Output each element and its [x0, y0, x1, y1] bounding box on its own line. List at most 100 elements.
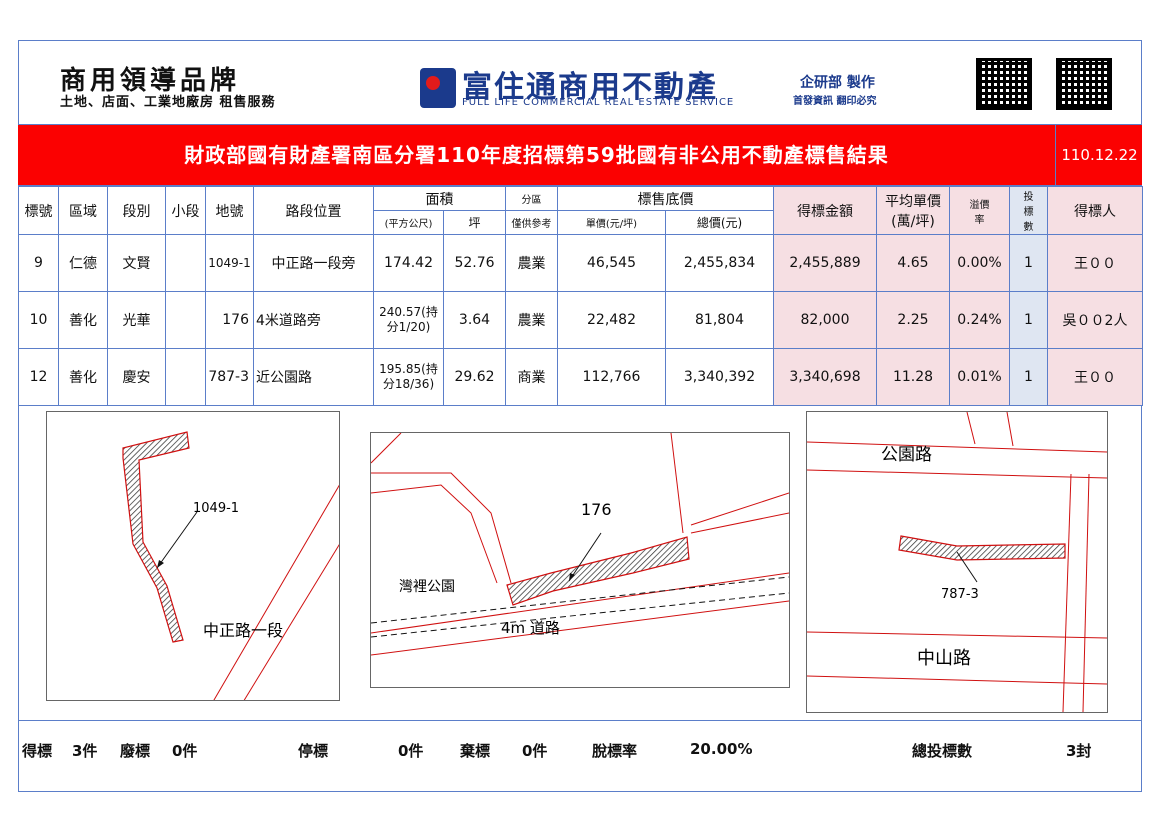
- header-avg-unit-unit: (萬/坪): [891, 213, 935, 230]
- banner-title: 財政部國有財產署南區分署110年度招標第59批國有非公用不動產標售結果: [184, 143, 889, 167]
- header-area-ping: 坪: [443, 210, 506, 235]
- cell-premium: 0.24%: [949, 291, 1010, 349]
- qr-code-icon: [1056, 58, 1112, 110]
- cell-no: 10: [18, 291, 59, 349]
- header-lot: 地號: [205, 186, 254, 235]
- header-zone-note: 僅供參考: [505, 210, 558, 235]
- table-row: 10 善化 光華 176 4米道路旁 240.57(持分1/20) 3.64 農…: [18, 291, 1143, 349]
- header-no: 標號: [18, 186, 59, 235]
- cell-area-m2: 240.57(持分1/20): [373, 291, 444, 349]
- header-avg-unit-label: 平均單價: [885, 193, 941, 210]
- cell-subsection: [165, 348, 206, 406]
- cell-section: 文賢: [107, 234, 166, 292]
- map-2-park-label: 灣裡公園: [399, 579, 455, 595]
- cell-area-ping: 52.76: [443, 234, 506, 292]
- cell-avg-unit: 2.25: [876, 291, 950, 349]
- cell-district: 善化: [58, 291, 108, 349]
- map-1-drawing: 1049-1 中正路一段: [122, 431, 339, 700]
- cell-area-m2: 195.85(持分18/36): [373, 348, 444, 406]
- cell-unit-price: 46,545: [557, 234, 666, 292]
- header-location: 路段位置: [253, 186, 374, 235]
- map-3-drawing: 公園路 787-3 中山路: [807, 412, 1107, 712]
- won-label: 得標: [22, 742, 53, 760]
- cell-bids: 1: [1009, 291, 1048, 349]
- map-3-top-road-label: 公園路: [881, 445, 932, 465]
- cell-location: 近公園路: [253, 348, 374, 406]
- cell-winner: 王００: [1047, 234, 1143, 292]
- map-3-bottom-road-label: 中山路: [917, 648, 971, 669]
- header-winning-amount: 得標金額: [773, 186, 877, 235]
- abandon-label: 棄標: [460, 742, 491, 760]
- map-2-road-label: 4m 道路: [501, 619, 560, 637]
- cell-section: 光華: [107, 291, 166, 349]
- map-1-lot-label: 1049-1: [193, 501, 239, 516]
- header-unit-price: 單價(元/坪): [557, 210, 666, 235]
- summary-footer: [18, 720, 1142, 781]
- cell-premium: 0.00%: [949, 234, 1010, 292]
- cell-winner: 王００: [1047, 348, 1143, 406]
- cell-avg-unit: 11.28: [876, 348, 950, 406]
- header-section: 段別: [107, 186, 166, 235]
- table-row: 9 仁德 文賢 1049-1 中正路一段旁 174.42 52.76 農業 46…: [18, 234, 1143, 292]
- header-base-price: 標售底價: [557, 186, 774, 211]
- results-table: 標號 區域 段別 小段 地號 路段位置 面積 分區 標售底價 得標金額 平均單價…: [18, 186, 1143, 406]
- cell-winning-amount: 2,455,889: [773, 234, 877, 292]
- fail-rate-value: 20.00%: [690, 740, 753, 758]
- header-zone: 分區: [505, 186, 558, 211]
- map-2-lot-label: 176: [581, 500, 612, 519]
- department-subtitle: 首發資訊 翻印必究: [793, 96, 877, 107]
- stop-value: 0件: [398, 742, 424, 760]
- cell-bids: 1: [1009, 348, 1048, 406]
- map-lot-176: 176 灣裡公園 4m 道路: [370, 432, 790, 688]
- cell-district: 善化: [58, 348, 108, 406]
- cell-premium: 0.01%: [949, 348, 1010, 406]
- cell-bids: 1: [1009, 234, 1048, 292]
- header-avg-unit: 平均單價 (萬/坪): [876, 186, 950, 235]
- header-total-price: 總價(元): [665, 210, 774, 235]
- void-value: 0件: [172, 742, 198, 760]
- header-bids: 投標數: [1009, 186, 1048, 235]
- stop-label: 停標: [298, 742, 329, 760]
- map-2-drawing: 176 灣裡公園 4m 道路: [371, 433, 789, 656]
- cell-winning-amount: 82,000: [773, 291, 877, 349]
- cell-unit-price: 22,482: [557, 291, 666, 349]
- company-logo-icon: [420, 68, 456, 108]
- cell-no: 12: [18, 348, 59, 406]
- header-area-m2: (平方公尺): [373, 210, 444, 235]
- cell-no: 9: [18, 234, 59, 292]
- won-value: 3件: [72, 742, 98, 760]
- cell-zone: 農業: [505, 234, 558, 292]
- department-label: 企研部 製作: [800, 75, 875, 91]
- cell-district: 仁德: [58, 234, 108, 292]
- header-subsection: 小段: [165, 186, 206, 235]
- cell-zone: 商業: [505, 348, 558, 406]
- fail-rate-label: 脫標率: [592, 742, 638, 760]
- title-banner: 財政部國有財產署南區分署110年度招標第59批國有非公用不動產標售結果 110.…: [18, 124, 1142, 186]
- cell-area-m2: 174.42: [373, 234, 444, 292]
- cell-location: 中正路一段旁: [253, 234, 374, 292]
- cell-unit-price: 112,766: [557, 348, 666, 406]
- cell-subsection: [165, 234, 206, 292]
- cell-total-price: 2,455,834: [665, 234, 774, 292]
- map-1-road-label: 中正路一段: [203, 621, 283, 640]
- cell-location: 4米道路旁: [253, 291, 374, 349]
- table-row: 12 善化 慶安 787-3 近公園路 195.85(持分18/36) 29.6…: [18, 348, 1143, 406]
- qr-code-icon: [976, 58, 1032, 110]
- cell-zone: 農業: [505, 291, 558, 349]
- void-label: 廢標: [120, 742, 151, 760]
- company-english-name: FULL LIFE COMMERCIAL REAL ESTATE SERVICE: [462, 97, 735, 108]
- cell-section: 慶安: [107, 348, 166, 406]
- cell-area-ping: 3.64: [443, 291, 506, 349]
- cell-winner: 吳００2人: [1047, 291, 1143, 349]
- header-premium: 溢價率: [949, 186, 1010, 235]
- cell-total-price: 3,340,392: [665, 348, 774, 406]
- header-district: 區域: [58, 186, 108, 235]
- abandon-value: 0件: [522, 742, 548, 760]
- banner-date: 110.12.22: [1055, 125, 1143, 185]
- cell-lot: 787-3: [205, 348, 254, 406]
- map-lot-1049-1: 1049-1 中正路一段: [46, 411, 340, 701]
- cell-subsection: [165, 291, 206, 349]
- company-name: 富住通商用不動產: [462, 70, 718, 105]
- cell-total-price: 81,804: [665, 291, 774, 349]
- map-lot-787-3: 公園路 787-3 中山路: [806, 411, 1108, 713]
